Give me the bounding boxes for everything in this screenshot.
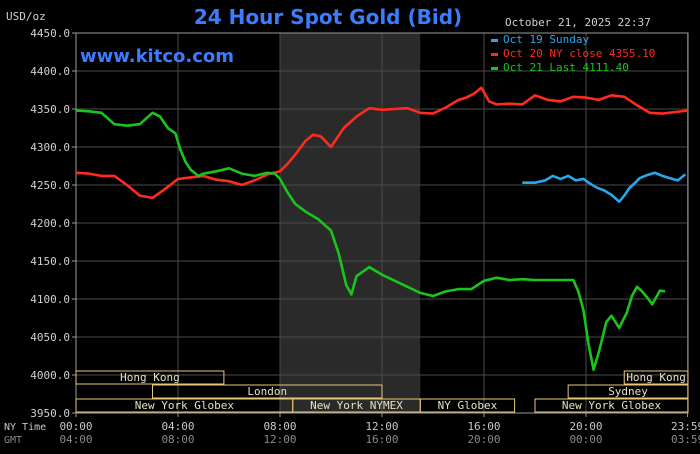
y-axis: 3950.0 4000.0 4050.0 4100.0 4150.0 4200.0 4250…: [30, 27, 76, 420]
legend-label-1: Oct 19 Sunday: [503, 33, 589, 46]
x-tick-label: 04:00: [161, 420, 194, 433]
time-row-label: GMT: [4, 435, 22, 446]
session-label: NY Globex: [438, 399, 498, 412]
x-tick-label: 08:00: [263, 420, 296, 433]
x-tick-label: 12:00: [263, 433, 296, 446]
x-tick-label: 20:00: [467, 433, 500, 446]
x-tick-label: 04:00: [59, 433, 92, 446]
y-tick-label: 4400.0: [30, 65, 70, 78]
watermark-url: www.kitco.com: [80, 46, 234, 67]
session-label: New York Globex: [135, 399, 235, 412]
legend-label-3: Oct 21 Last 4111.40: [503, 61, 629, 74]
session-label: New York Globex: [562, 399, 662, 412]
x-tick-label: 03:59: [671, 433, 700, 446]
session-label: New York NYMEX: [310, 399, 403, 412]
series-layer: [75, 86, 689, 371]
legend-swatch-3: [491, 67, 498, 70]
x-tick-label: 23:59: [671, 420, 700, 433]
x-tick-label: 20:00: [569, 420, 602, 433]
session-label: Hong Kong: [120, 371, 180, 384]
x-tick-label: 12:00: [365, 420, 398, 433]
x-axis: NY Time 00:00 04:00 08:00 12:00 16:00 20:00 23:…: [4, 413, 700, 446]
y-tick-label: 4150.0: [30, 255, 70, 268]
y-tick-label: 4050.0: [30, 331, 70, 344]
y-axis-unit-label: USD/oz: [6, 10, 46, 23]
series-line-1: [522, 171, 687, 203]
x-tick-label: 16:00: [467, 420, 500, 433]
session-box: [152, 384, 383, 399]
x-tick-label: 00:00: [569, 433, 602, 446]
session-label: London: [247, 385, 287, 398]
x-tick-label: 08:00: [161, 433, 194, 446]
session-box: [419, 398, 516, 413]
session-label: Hong Kong: [626, 371, 686, 384]
session-box: [75, 370, 225, 385]
session-box: [534, 398, 689, 413]
series-line-2: [75, 86, 689, 200]
time-row-label: NY Time: [4, 422, 46, 433]
x-tick-label: 16:00: [365, 433, 398, 446]
series-line-3: [75, 109, 666, 371]
session-box: [567, 384, 689, 399]
legend-swatch-1: [491, 39, 498, 42]
y-tick-label: 4300.0: [30, 141, 70, 154]
y-tick-label: 4100.0: [30, 293, 70, 306]
session-box: [623, 370, 689, 385]
y-tick-label: 4200.0: [30, 217, 70, 230]
y-tick-label: 4250.0: [30, 179, 70, 192]
legend-label-2: Oct 20 NY close 4355.10: [503, 47, 655, 60]
x-tick-label: 00:00: [59, 420, 92, 433]
y-tick-label: 3950.0: [30, 407, 70, 420]
y-tick-label: 4000.0: [30, 369, 70, 382]
date-stamp: October 21, 2025 22:37: [505, 16, 651, 29]
session-label: Sydney: [608, 385, 648, 398]
y-tick-label: 4450.0: [30, 27, 70, 40]
legend-swatch-2: [491, 53, 498, 56]
y-tick-label: 4350.0: [30, 103, 70, 116]
chart-title: 24 Hour Spot Gold (Bid): [194, 5, 462, 29]
